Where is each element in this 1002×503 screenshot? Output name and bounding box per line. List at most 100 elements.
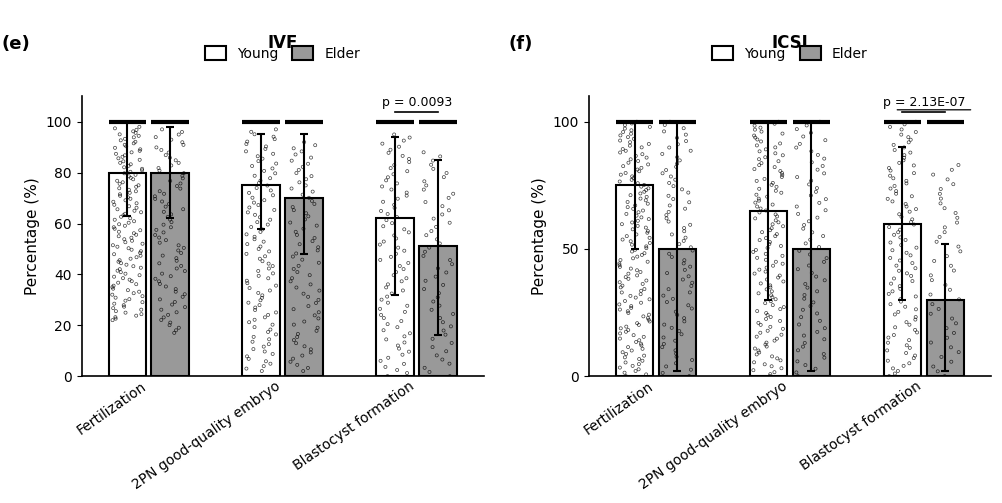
Point (265, 350, 281, 358)
Point (789, 368, 805, 376)
Point (246, 211, 263, 219)
Point (265, 320, 281, 328)
Point (258, 142, 274, 150)
Point (254, 294, 270, 302)
Point (442, 219, 458, 227)
Point (283, 358, 299, 366)
Point (923, 291, 939, 299)
Point (633, 183, 649, 191)
Point (126, 229, 142, 237)
Point (106, 273, 122, 281)
Point (886, 275, 902, 283)
Point (620, 309, 636, 317)
Point (176, 290, 192, 298)
Point (151, 239, 167, 247)
Point (809, 184, 825, 192)
Text: p = 0.0093: p = 0.0093 (382, 96, 452, 109)
Point (759, 309, 775, 317)
Point (299, 175, 315, 183)
Point (773, 167, 789, 175)
Point (244, 162, 261, 170)
Point (246, 233, 263, 241)
Point (255, 225, 271, 233)
Point (307, 311, 323, 319)
Point (768, 216, 784, 224)
Point (394, 277, 410, 285)
Point (155, 221, 171, 229)
Point (623, 304, 639, 312)
Point (682, 221, 698, 229)
Point (151, 233, 167, 241)
Point (174, 175, 190, 183)
Point (908, 313, 924, 321)
Point (110, 232, 126, 240)
Point (380, 280, 396, 288)
Point (754, 128, 770, 136)
Point (244, 338, 261, 346)
Point (267, 206, 283, 214)
Point (612, 256, 628, 264)
Point (439, 169, 455, 177)
Point (623, 347, 639, 355)
Point (612, 136, 628, 144)
Text: p = 2.13E-07: p = 2.13E-07 (883, 96, 965, 109)
Point (384, 186, 400, 194)
Point (425, 165, 441, 173)
Point (805, 228, 821, 236)
Point (261, 265, 277, 273)
Point (615, 128, 631, 136)
Point (107, 315, 123, 323)
Point (266, 150, 282, 158)
Point (925, 300, 941, 308)
Point (263, 216, 279, 224)
Point (263, 187, 279, 195)
Point (937, 204, 953, 212)
Point (258, 357, 274, 365)
Point (746, 122, 763, 130)
Point (908, 118, 924, 126)
Point (620, 343, 636, 351)
Point (372, 240, 388, 248)
Point (300, 160, 316, 168)
Point (655, 292, 671, 300)
Point (940, 176, 956, 184)
Point (131, 123, 147, 131)
Point (269, 159, 285, 167)
Point (675, 276, 691, 284)
Point (154, 252, 170, 260)
Point (625, 174, 641, 182)
Point (906, 220, 922, 228)
Point (258, 145, 274, 153)
Point (885, 246, 901, 254)
Point (758, 299, 774, 307)
Point (390, 195, 406, 203)
Point (134, 165, 150, 173)
Point (614, 220, 630, 228)
Point (633, 342, 649, 350)
Point (754, 159, 770, 167)
Point (661, 201, 677, 209)
Point (618, 328, 634, 336)
Point (148, 143, 164, 151)
Point (748, 351, 765, 359)
Bar (658, 249, 696, 376)
Bar (151, 173, 189, 376)
Point (623, 302, 639, 310)
Point (400, 259, 416, 267)
Point (773, 305, 789, 313)
Point (399, 369, 415, 377)
Point (147, 192, 163, 200)
Point (880, 339, 896, 347)
Point (902, 344, 918, 352)
Point (633, 299, 649, 307)
Point (749, 307, 766, 315)
Point (767, 368, 783, 376)
Point (660, 285, 676, 293)
Point (241, 204, 258, 212)
Point (801, 262, 817, 270)
Point (636, 285, 652, 293)
Point (892, 226, 908, 234)
Point (122, 214, 138, 222)
Point (243, 223, 260, 231)
Point (933, 195, 949, 203)
